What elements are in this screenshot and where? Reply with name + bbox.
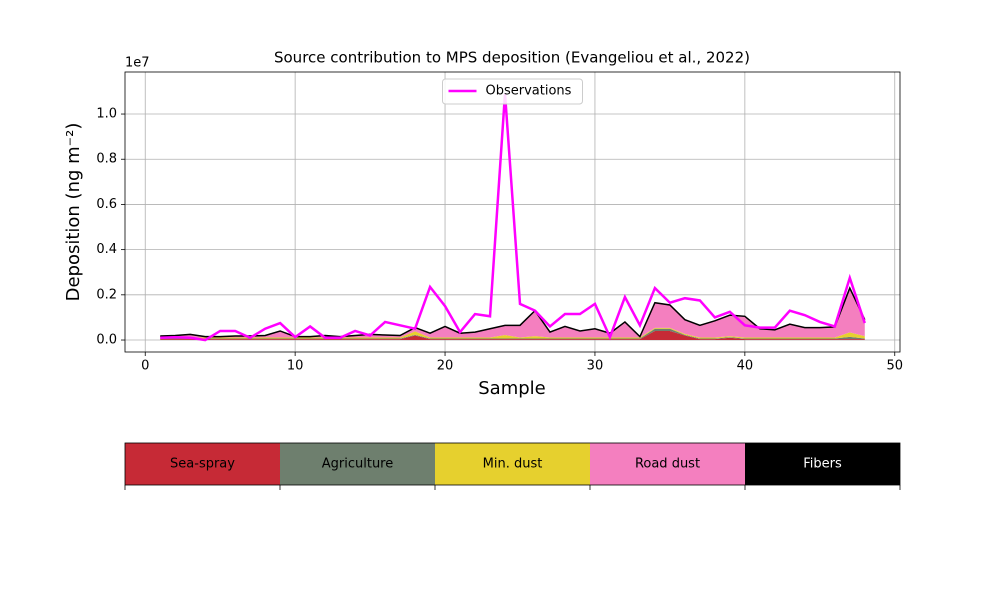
chart-title: Source contribution to MPS deposition (E… [274, 49, 750, 67]
x-tick-label: 20 [437, 359, 454, 374]
legend-swatch [745, 443, 900, 485]
x-axis-label: Sample [478, 378, 546, 399]
legend-label: Min. dust [483, 457, 543, 472]
x-tick-label: 40 [737, 359, 754, 374]
colorbar-frame [124, 442, 901, 486]
area [160, 288, 865, 338]
area [160, 327, 865, 339]
x-tick-label: 30 [587, 359, 604, 374]
x-tick-label: 10 [287, 359, 304, 374]
y-tick-label: 0.2 [96, 287, 117, 302]
legend-box [442, 78, 583, 105]
y-tick-label: 0.8 [96, 152, 117, 167]
legend-swatch [435, 443, 590, 485]
observation-line [160, 93, 866, 342]
y-tick-label: 0.4 [96, 242, 117, 257]
y-axis-label: Deposition (ng m⁻²) [63, 123, 84, 302]
legend-label: Fibers [803, 457, 842, 472]
y-offset-label: 1e7 [125, 56, 150, 71]
y-tick-label: 0.6 [96, 197, 117, 212]
legend-swatch [125, 443, 280, 485]
legend-swatch [280, 443, 435, 485]
legend-swatch [590, 443, 745, 485]
legend-label: Road dust [635, 457, 700, 472]
legend-label: Agriculture [322, 457, 394, 472]
area [160, 330, 865, 341]
x-tick-label: 50 [886, 359, 903, 374]
total-outline [160, 286, 866, 338]
y-tick-label: 1.0 [96, 107, 117, 122]
plot-frame [124, 71, 901, 353]
legend-label: Observations [486, 84, 572, 99]
x-tick-label: 0 [141, 359, 149, 374]
legend-label: Sea-spray [170, 457, 235, 472]
y-tick-label: 0.0 [96, 333, 117, 348]
